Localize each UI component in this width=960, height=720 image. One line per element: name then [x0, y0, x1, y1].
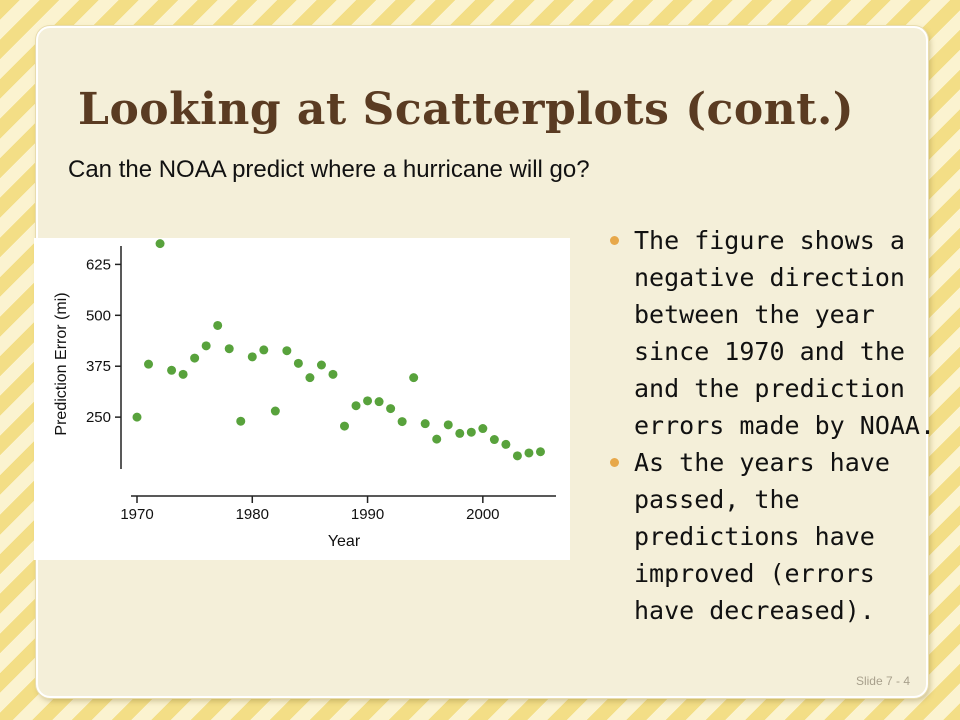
data-point — [420, 419, 430, 429]
plot-ticks: 250 375 500 625 1970 1980 1990 2000 — [86, 256, 500, 523]
x-tick-label: 1970 — [120, 506, 153, 523]
bullet-dot-icon — [610, 458, 619, 467]
bullet-text: The figure shows a negative direction be… — [634, 226, 936, 440]
data-point — [282, 346, 292, 356]
slide-subtitle: Can the NOAA predict where a hurricane w… — [68, 156, 590, 183]
data-point — [478, 424, 488, 434]
data-point — [259, 345, 269, 355]
data-point — [363, 396, 373, 406]
data-point — [443, 420, 453, 430]
data-point — [409, 373, 419, 383]
data-point — [455, 428, 465, 438]
scatterplot-panel: 250 375 500 625 1970 1980 1990 2000 Year Predic… — [34, 238, 570, 560]
data-point — [224, 344, 234, 354]
data-point — [351, 401, 361, 411]
data-point — [340, 421, 349, 431]
data-point — [374, 397, 384, 407]
x-axis-label: Year — [328, 533, 361, 550]
x-tick-label: 1990 — [351, 506, 384, 523]
slide-title: Looking at Scatterplots (cont.) — [78, 84, 855, 135]
data-point — [270, 406, 280, 416]
data-point — [328, 369, 338, 379]
data-point — [247, 352, 257, 362]
data-point — [432, 434, 442, 444]
plot-points — [132, 239, 545, 461]
data-point — [466, 427, 476, 437]
slide: Looking at Scatterplots (cont.) Can the … — [34, 26, 935, 698]
x-tick-label: 1980 — [236, 506, 269, 523]
scatterplot-chart: 250 375 500 625 1970 1980 1990 2000 Year Predic… — [53, 239, 556, 550]
y-tick-label: 625 — [86, 256, 111, 273]
y-tick-label: 375 — [86, 358, 111, 375]
data-point — [293, 358, 303, 368]
bullet-list: The figure shows a negative direction be… — [606, 222, 936, 629]
plot-axes — [120, 246, 556, 497]
data-point — [236, 416, 246, 426]
data-point — [305, 373, 315, 383]
data-point — [501, 439, 511, 449]
bullet-item: The figure shows a negative direction be… — [606, 222, 936, 444]
data-point — [155, 239, 165, 249]
data-point — [512, 451, 522, 461]
data-point — [190, 353, 200, 363]
data-point — [397, 417, 407, 427]
y-axis-label: Prediction Error (mi) — [53, 292, 70, 435]
data-point — [489, 435, 499, 445]
data-point — [201, 341, 211, 351]
data-point — [144, 359, 154, 369]
data-point — [167, 365, 177, 375]
bullet-item: As the years have passed, the prediction… — [606, 444, 936, 629]
data-point — [132, 412, 142, 422]
data-point — [213, 320, 223, 330]
data-point — [178, 369, 188, 379]
bullet-dot-icon — [610, 236, 619, 245]
y-tick-label: 250 — [86, 409, 111, 426]
data-point — [386, 404, 396, 414]
bullet-text: As the years have passed, the prediction… — [634, 448, 890, 625]
data-point — [535, 447, 545, 457]
data-point — [524, 448, 534, 458]
y-tick-label: 500 — [86, 307, 111, 324]
slide-number: Slide 7 - 4 — [855, 674, 910, 688]
data-point — [316, 360, 326, 370]
x-tick-label: 2000 — [466, 506, 499, 523]
